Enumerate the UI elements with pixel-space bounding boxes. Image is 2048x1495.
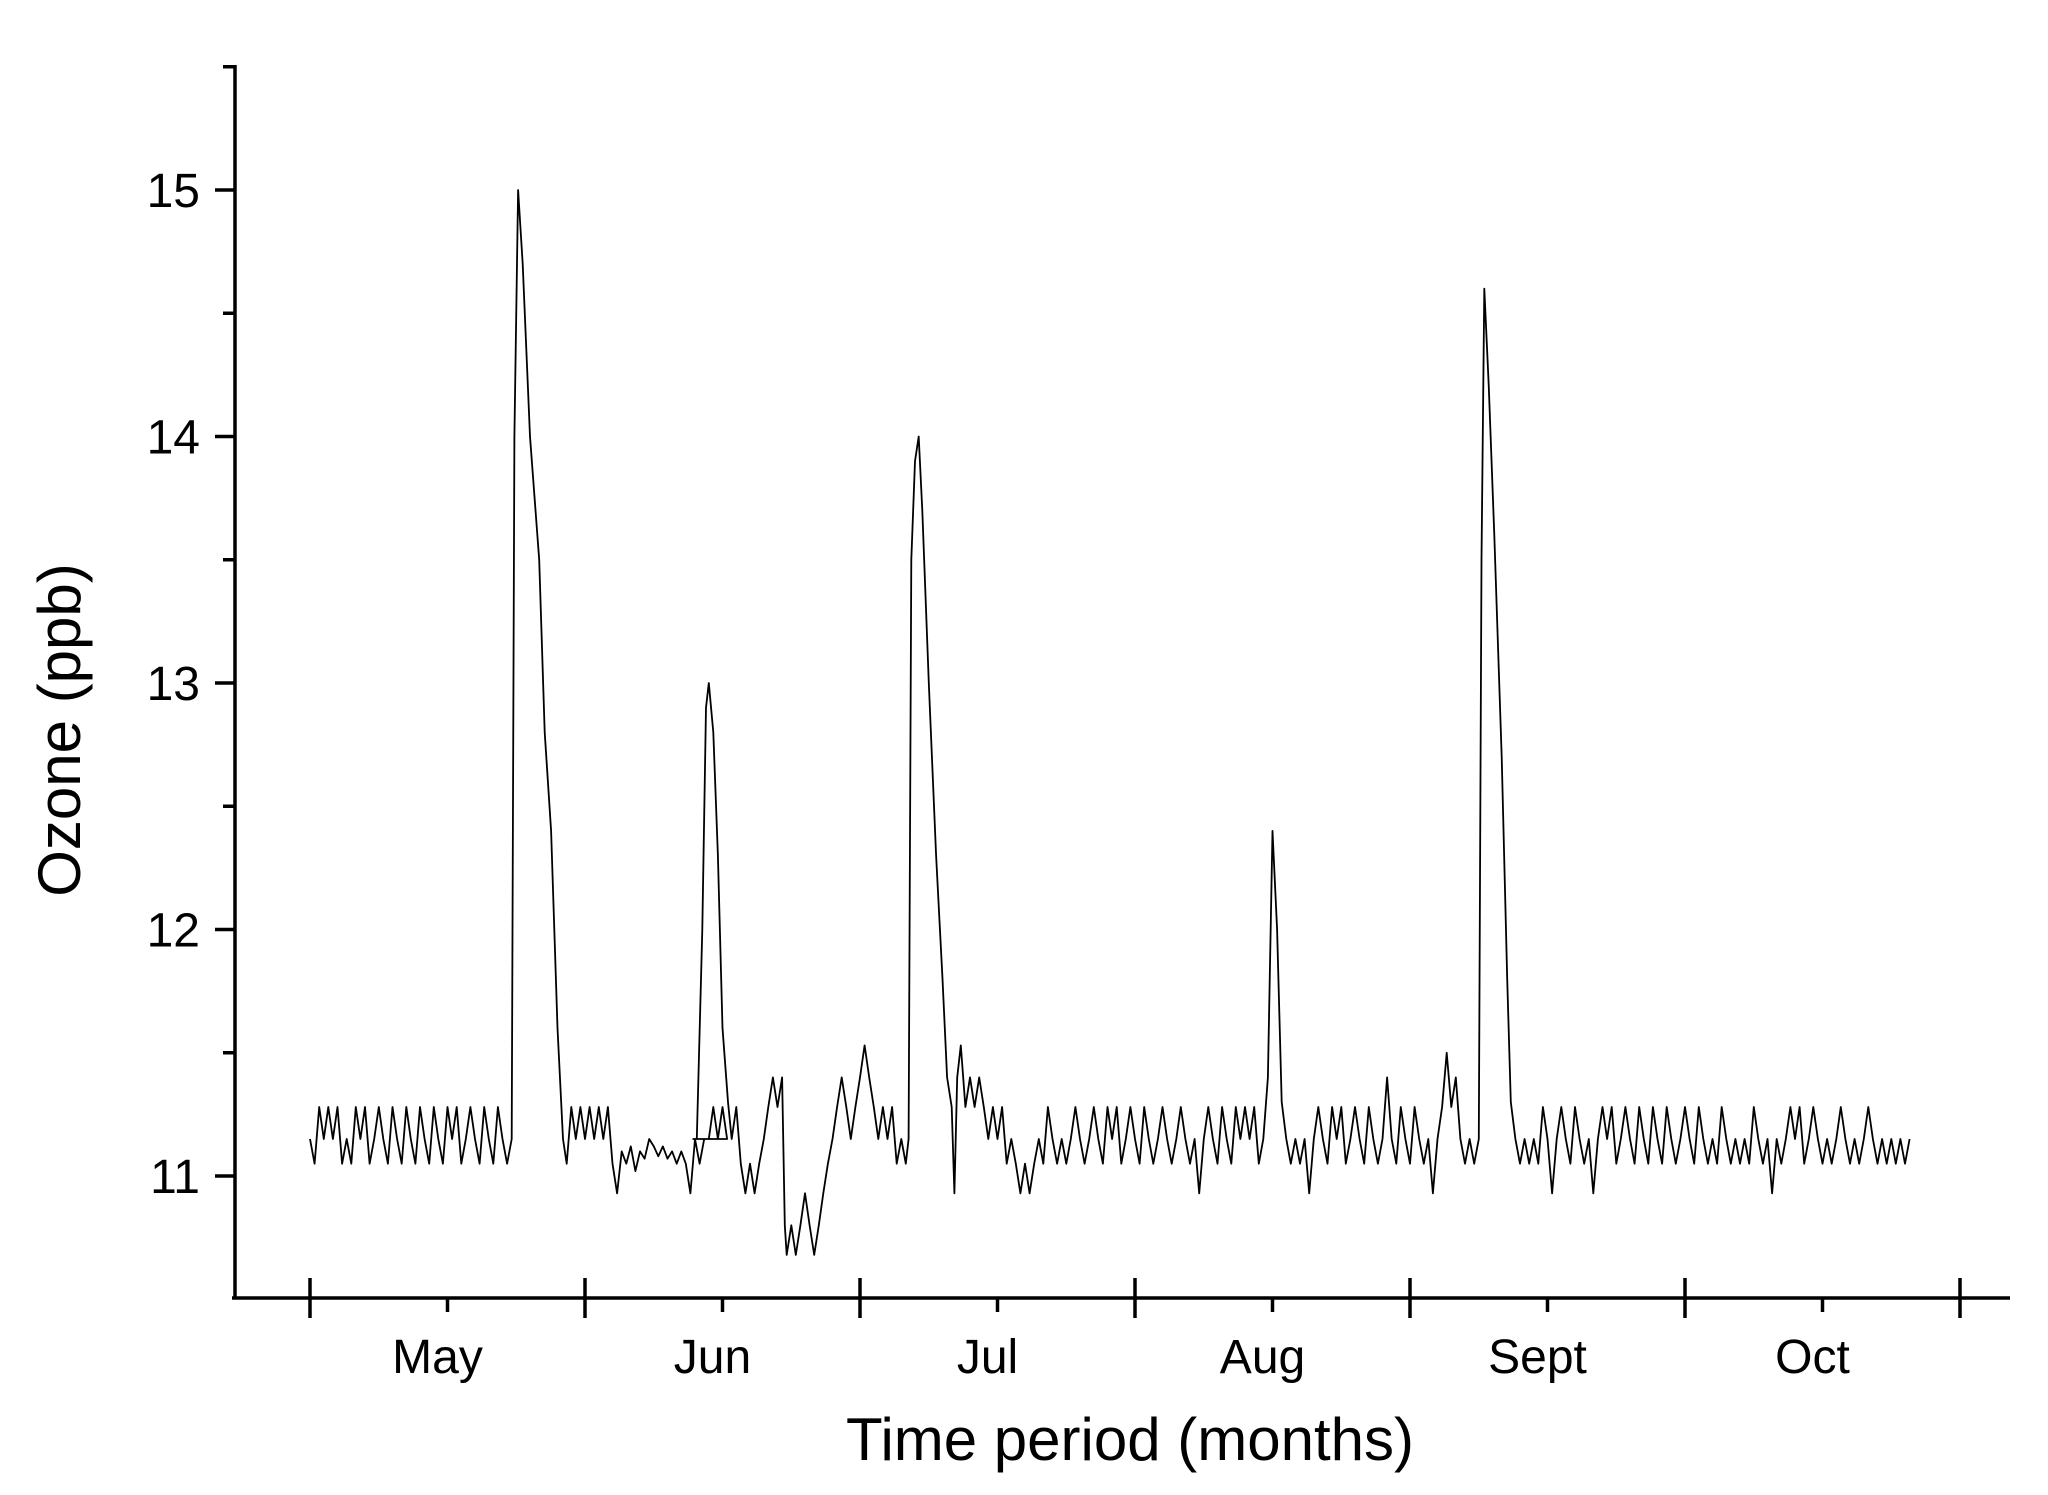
x-tick-label: Sept xyxy=(1488,1331,1587,1384)
y-tick-label: 12 xyxy=(147,905,200,958)
y-tick-label: 13 xyxy=(147,658,200,711)
x-tick-label: Jun xyxy=(674,1331,751,1384)
x-tick-label: Oct xyxy=(1775,1331,1850,1384)
y-tick-label: 15 xyxy=(147,165,200,218)
x-axis-title: Time period (months) xyxy=(846,1406,1414,1473)
y-axis-title: Ozone (ppb) xyxy=(26,563,93,897)
x-tick-label: Aug xyxy=(1220,1331,1305,1384)
series-layer xyxy=(309,189,1911,1256)
y-axis: 11 12 13 14 15 xyxy=(147,65,237,1298)
x-tick-label: Jul xyxy=(957,1331,1018,1384)
x-axis: May Jun Jul Aug Sept Oct xyxy=(232,1278,2010,1384)
y-tick-label: 11 xyxy=(150,1151,200,1204)
ozone-series-line xyxy=(309,189,1911,1256)
y-tick-label: 14 xyxy=(147,412,200,465)
x-tick-label: May xyxy=(392,1331,483,1384)
